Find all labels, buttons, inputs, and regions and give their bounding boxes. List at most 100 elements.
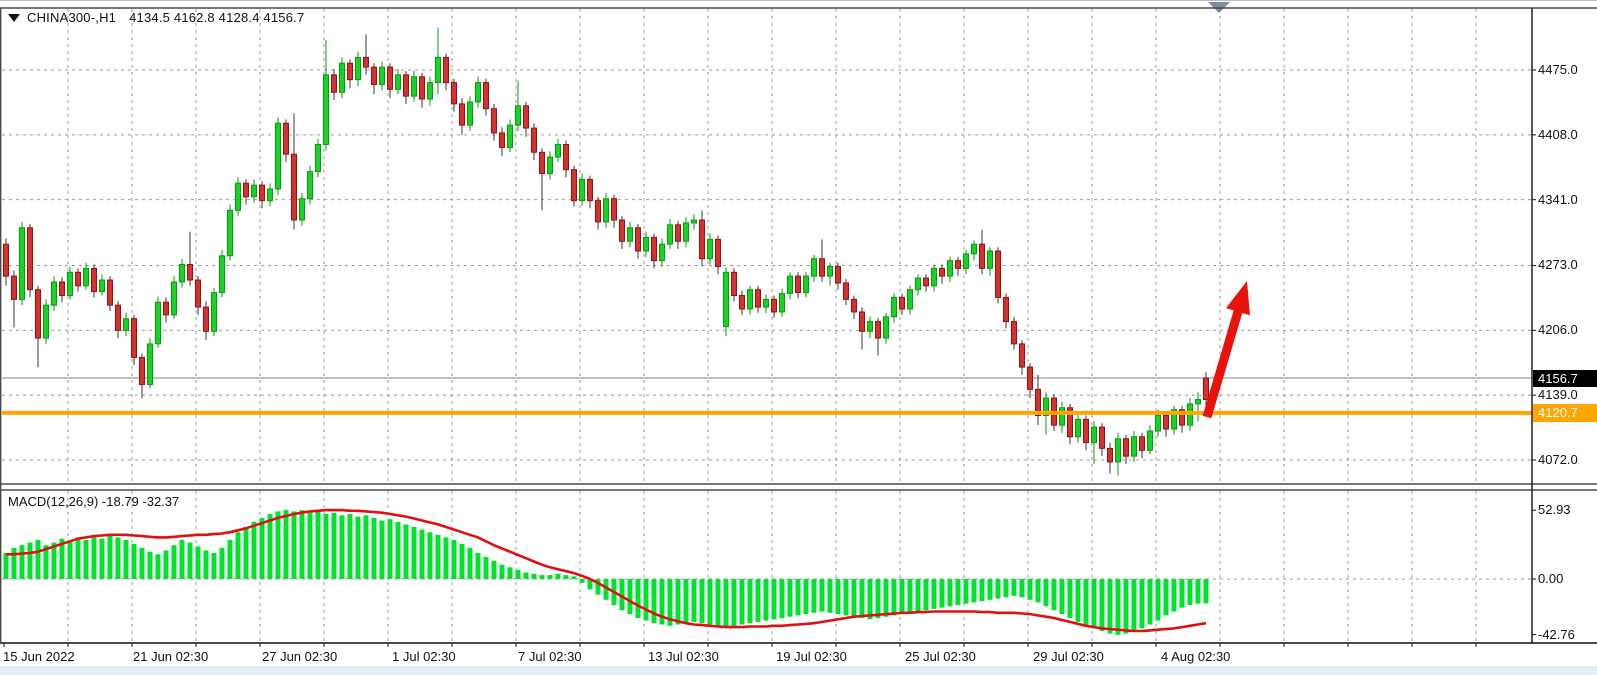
candlestick	[395, 74, 401, 90]
price-axis-label: 4206.0	[1538, 322, 1578, 338]
macd-bar	[403, 524, 409, 579]
macd-bar	[787, 579, 793, 617]
macd-bar	[483, 556, 489, 579]
macd-bar	[907, 579, 913, 613]
candlestick	[859, 311, 865, 332]
candlestick	[323, 74, 329, 146]
hline-price-badge: 4120.7	[1533, 404, 1597, 423]
time-axis-label: 15 Jun 2022	[3, 649, 75, 664]
candlestick	[603, 198, 609, 223]
macd-bar	[339, 515, 345, 579]
bottom-scroll-strip[interactable]	[0, 666, 1597, 675]
macd-bar	[739, 579, 745, 625]
macd-bar	[915, 579, 921, 612]
macd-bar	[595, 579, 601, 595]
candlestick	[163, 301, 169, 316]
macd-bar	[779, 579, 785, 618]
macd-bar	[435, 534, 441, 579]
candlestick	[67, 271, 73, 296]
macd-bar	[1155, 579, 1161, 621]
candlestick	[443, 56, 449, 84]
macd-bar	[51, 542, 57, 579]
macd-bar	[555, 573, 561, 579]
candlestick	[115, 304, 121, 331]
candlestick	[643, 236, 649, 252]
macd-bar	[1131, 579, 1137, 631]
macd-bar	[819, 579, 825, 612]
current-price-badge: 4156.7	[1533, 369, 1597, 387]
macd-bar	[923, 579, 929, 611]
candlestick	[707, 238, 713, 260]
candlestick	[779, 293, 785, 313]
macd-bar	[523, 572, 529, 579]
candlestick	[211, 292, 217, 332]
macd-bar	[547, 575, 553, 579]
candlestick	[99, 279, 105, 293]
macd-bar	[835, 579, 841, 615]
price-axis-label: 4273.0	[1538, 257, 1578, 273]
macd-bar	[1115, 579, 1121, 635]
candlestick	[259, 184, 265, 202]
candlestick	[147, 343, 153, 386]
chart-title: CHINA300-,H1 4134.5 4162.8 4128.4 4156.7	[8, 10, 304, 25]
macd-bar	[699, 579, 705, 624]
macd-bar	[91, 536, 97, 579]
macd-bar	[131, 543, 137, 579]
candlestick	[1155, 414, 1161, 432]
macd-bar	[1123, 579, 1129, 634]
macd-bar	[211, 553, 217, 579]
macd-bar	[419, 529, 425, 579]
candlestick	[1147, 430, 1153, 451]
macd-bar	[163, 550, 169, 579]
macd-bar	[987, 579, 993, 600]
candlestick	[963, 253, 969, 269]
macd-bar	[707, 579, 713, 625]
price-axis-label: 4475.0	[1538, 62, 1578, 77]
macd-bar	[99, 538, 105, 579]
macd-bar	[3, 553, 9, 579]
macd-bar	[1035, 579, 1041, 603]
candlestick	[867, 321, 873, 332]
candlestick	[451, 82, 457, 105]
candlestick	[403, 74, 409, 97]
candlestick	[83, 267, 89, 287]
candlestick	[563, 144, 569, 171]
candlestick	[651, 236, 657, 262]
macd-bar	[667, 579, 673, 626]
candlestick	[1091, 426, 1097, 444]
macd-bar	[891, 579, 897, 616]
candlestick	[483, 82, 489, 110]
macd-bar	[251, 521, 257, 579]
macd-bar	[475, 553, 481, 579]
macd-bar	[171, 545, 177, 579]
macd-bar	[851, 579, 857, 617]
macd-bar	[963, 579, 969, 604]
candlestick	[243, 182, 249, 198]
macd-bar	[947, 579, 953, 607]
candlestick	[755, 289, 761, 308]
candlestick	[3, 243, 9, 277]
macd-bar	[291, 511, 297, 579]
candlestick	[723, 271, 729, 327]
candlestick	[1163, 414, 1169, 430]
symbol-dropdown-icon	[8, 13, 20, 22]
time-axis-label: 25 Jul 02:30	[905, 649, 976, 664]
macd-bar	[1083, 579, 1089, 626]
candlestick	[1003, 296, 1009, 323]
macd-bar	[451, 540, 457, 579]
macd-bar	[35, 540, 41, 579]
candlestick	[923, 277, 929, 287]
candlestick	[995, 250, 1001, 298]
macd-bar	[971, 579, 977, 603]
macd-bar	[859, 579, 865, 618]
macd-bar	[659, 579, 665, 625]
candlestick	[1067, 407, 1073, 438]
candlestick	[1019, 343, 1025, 368]
candlestick	[1171, 409, 1177, 430]
macd-bar	[795, 579, 801, 616]
candlestick	[587, 178, 593, 202]
candlestick	[283, 122, 289, 155]
candlestick	[539, 151, 545, 175]
macd-bar	[635, 579, 641, 618]
